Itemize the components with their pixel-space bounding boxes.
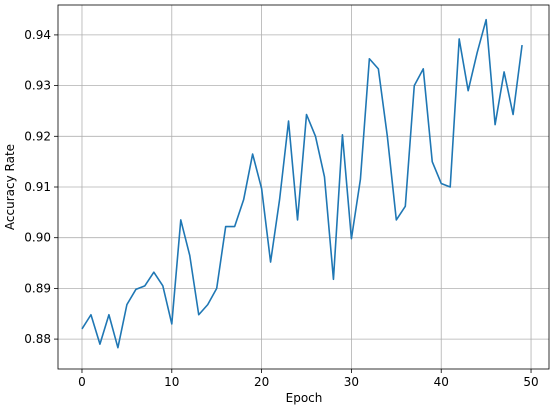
y-tick-label: 0.88: [24, 332, 51, 346]
x-tick-label: 10: [164, 375, 179, 389]
x-tick-label: 20: [254, 375, 269, 389]
y-tick-label: 0.94: [24, 28, 51, 42]
x-tick-label: 30: [344, 375, 359, 389]
y-axis-label: Accuracy Rate: [3, 144, 17, 230]
x-tick-label: 40: [434, 375, 449, 389]
y-tick-label: 0.93: [24, 79, 51, 93]
y-tick-label: 0.90: [24, 231, 51, 245]
y-tick-label: 0.89: [24, 281, 51, 295]
y-tick-label: 0.91: [24, 180, 51, 194]
x-axis-label: Epoch: [286, 391, 323, 405]
x-tick-label: 50: [523, 375, 538, 389]
y-tick-label: 0.92: [24, 129, 51, 143]
plot-frame: [57, 4, 550, 370]
x-tick-label: 0: [78, 375, 86, 389]
data-line: [81, 18, 523, 349]
